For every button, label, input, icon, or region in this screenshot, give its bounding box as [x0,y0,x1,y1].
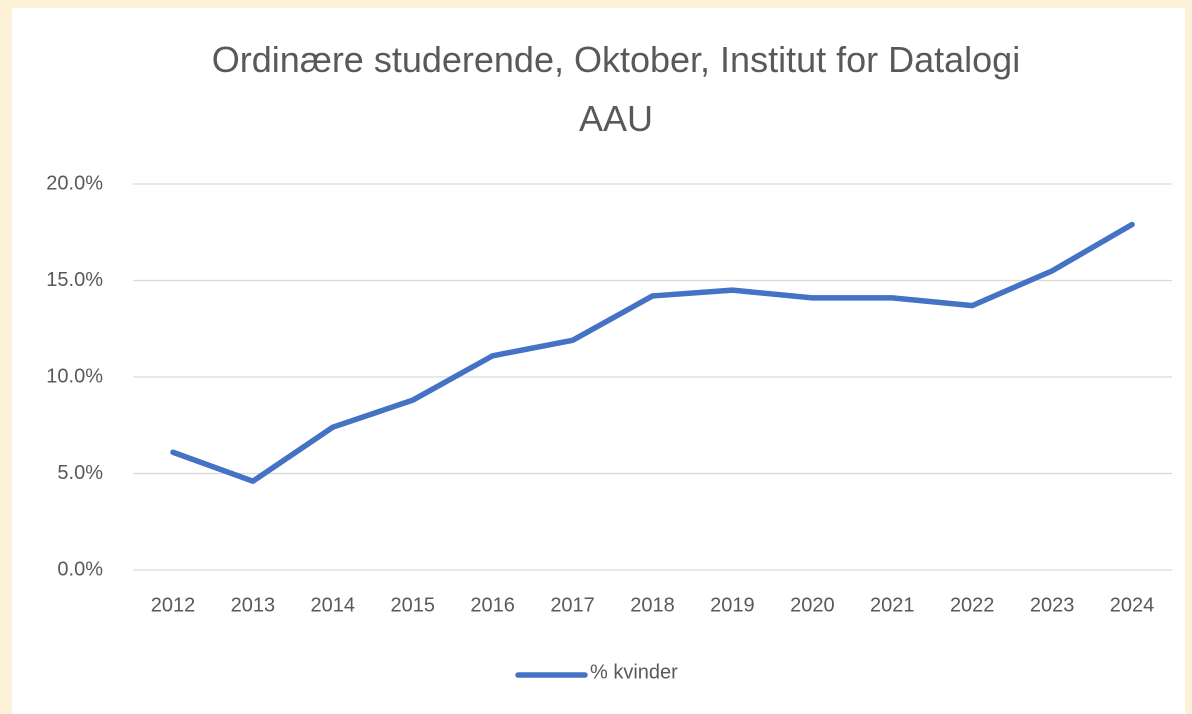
chart-title: Ordinære studerende, Oktober, Institut f… [211,39,1021,139]
y-tick-label: 20.0% [46,172,103,194]
chart-panel [12,8,1185,714]
x-tick-label: 2019 [710,594,755,616]
x-tick-label: 2015 [390,594,435,616]
x-tick-label: 2024 [1110,594,1155,616]
legend-label: % kvinder [590,661,678,683]
x-tick-label: 2021 [870,594,915,616]
y-tick-label: 15.0% [46,269,103,291]
x-tick-label: 2023 [1030,594,1075,616]
x-tick-label: 2014 [311,594,356,616]
x-tick-label: 2022 [950,594,995,616]
data-line [170,221,1135,484]
y-tick-label: 5.0% [57,462,103,484]
x-tick-label: 2016 [470,594,515,616]
y-tick-label: 0.0% [57,558,103,580]
x-tick-label: 2013 [231,594,276,616]
x-tick-label: 2017 [550,594,595,616]
y-tick-label: 10.0% [46,365,103,387]
x-tick-label: 2012 [151,594,196,616]
x-tick-label: 2020 [790,594,835,616]
x-tick-label: 2018 [630,594,675,616]
